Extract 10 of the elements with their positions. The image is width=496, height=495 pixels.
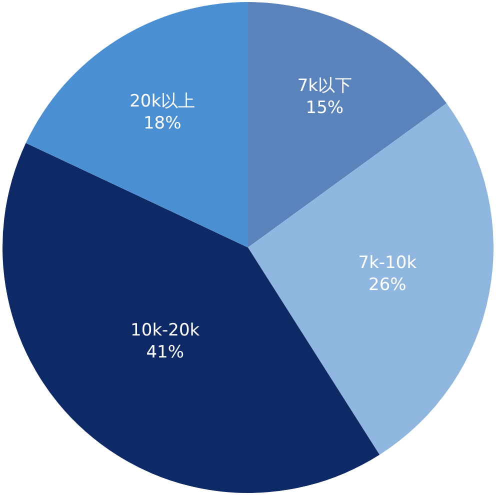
data-label: 41% [146,342,184,362]
slice-label: 7k-10k [358,253,417,274]
data-label: 18% [143,114,182,134]
pie-slice [26,2,248,248]
data-label: 15% [306,98,344,118]
slice-label: 10k-20k [130,320,200,340]
data-label: 26% [368,275,406,296]
pie-slice [248,2,447,248]
slice-label: 7k以下 [297,76,352,96]
slice-label: 20k以上 [130,91,196,112]
